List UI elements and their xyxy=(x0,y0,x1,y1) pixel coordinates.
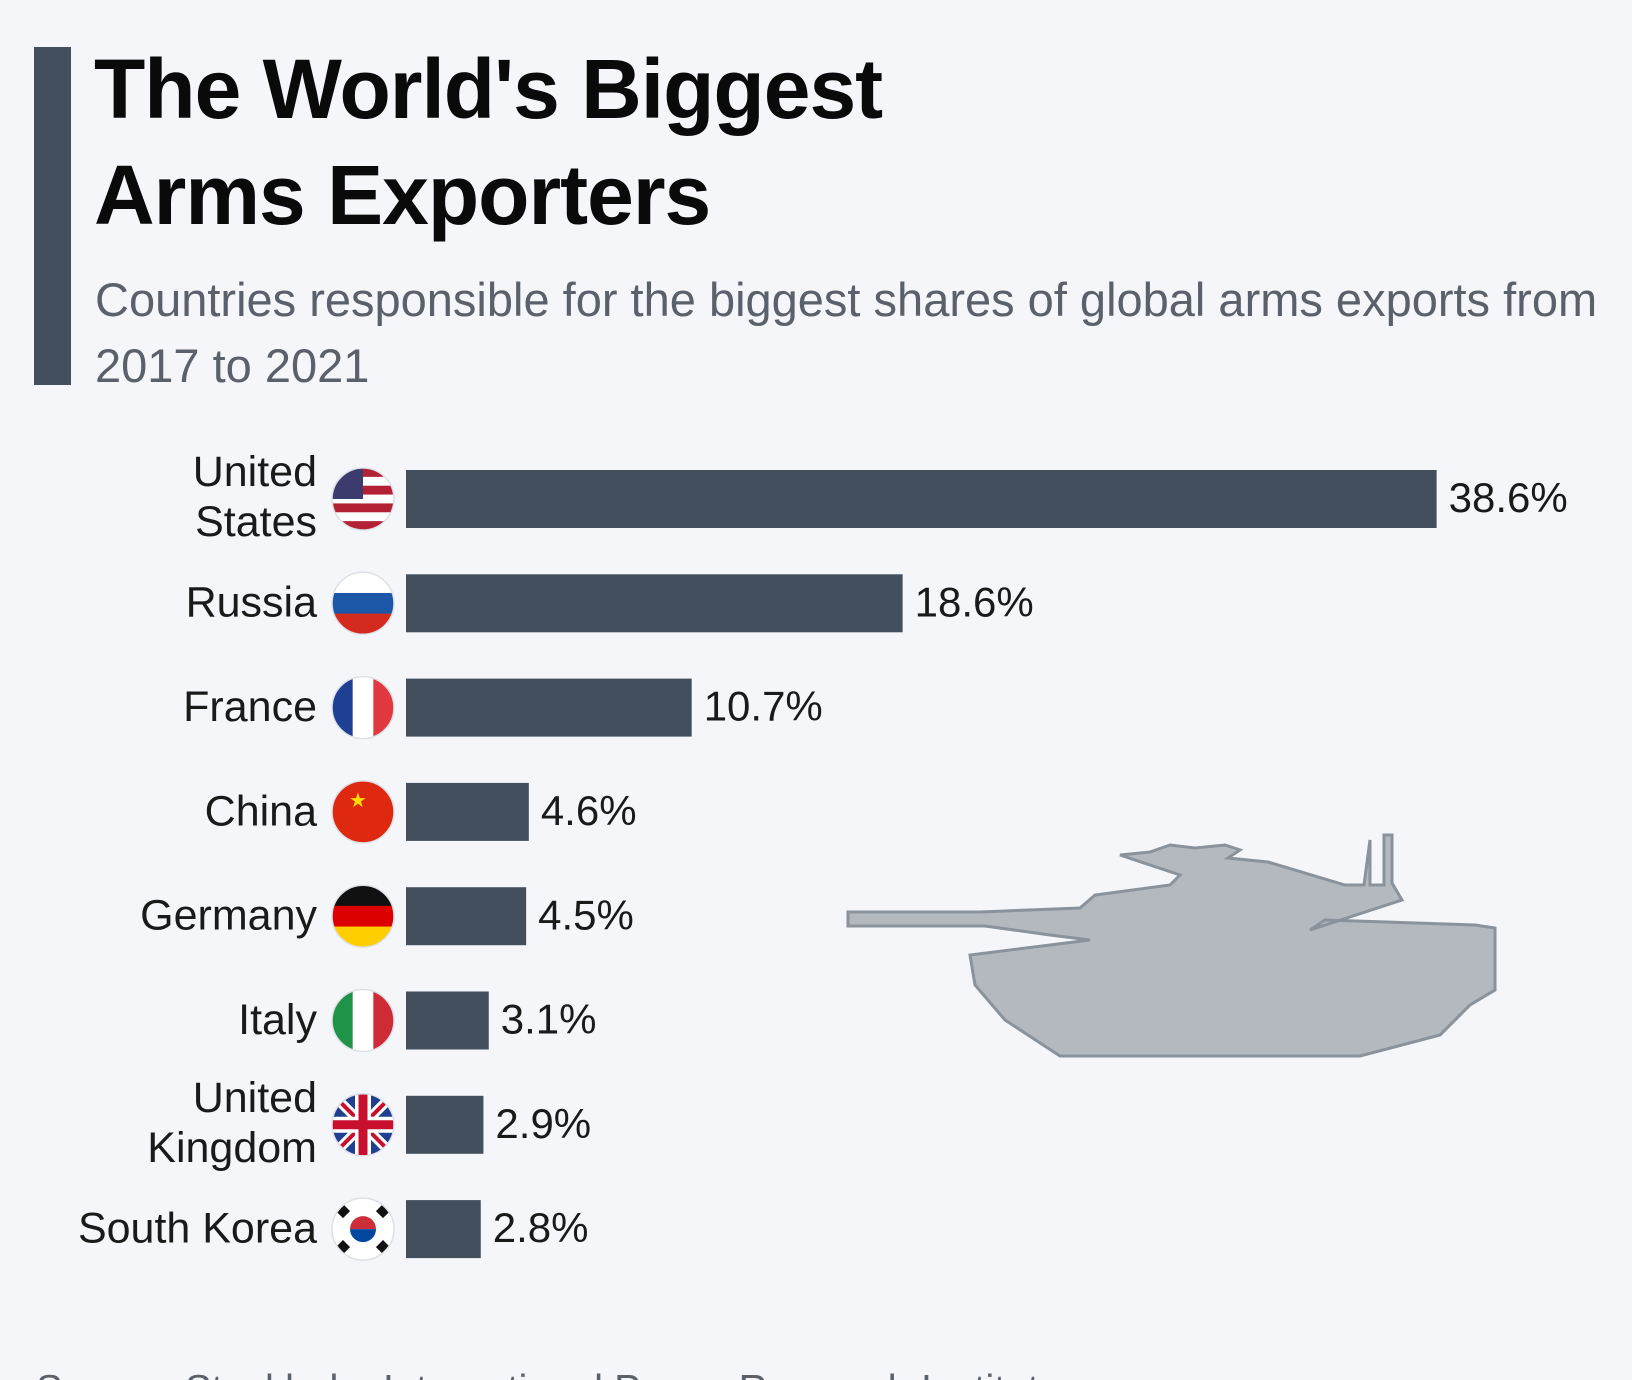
flag xyxy=(332,1093,394,1156)
category-label: Germany xyxy=(140,892,317,940)
value-label: 3.1% xyxy=(501,996,597,1043)
flag-border xyxy=(331,780,395,844)
flag-stripe xyxy=(332,613,394,635)
value-label: 2.8% xyxy=(493,1204,589,1251)
flag-taeguk xyxy=(350,1229,376,1243)
bar xyxy=(406,1200,481,1259)
value-label: 4.5% xyxy=(538,891,634,938)
bar xyxy=(406,887,527,946)
flag-taeguk xyxy=(350,1216,376,1230)
flag xyxy=(332,885,394,948)
flag-stripe xyxy=(332,926,394,948)
flag-stripe xyxy=(332,512,394,522)
tank-illustration xyxy=(846,833,1497,1058)
flag-stripe xyxy=(352,676,374,739)
flag-stripe xyxy=(332,494,394,504)
flag-stripe xyxy=(332,905,394,928)
category-label: United Kingdom xyxy=(147,1074,317,1172)
category-label: China xyxy=(205,787,317,835)
value-label: 4.6% xyxy=(541,787,637,834)
flag xyxy=(332,572,394,635)
bar xyxy=(406,782,529,841)
flag-stripe xyxy=(332,521,394,530)
flag xyxy=(332,989,394,1052)
flag-border xyxy=(331,988,395,1053)
flag-border xyxy=(331,1197,395,1261)
flag-stripe xyxy=(352,989,374,1052)
flag: ★ xyxy=(332,780,394,843)
category-label: United States xyxy=(193,448,317,546)
flag-stripe xyxy=(332,885,394,907)
flag-border xyxy=(331,884,395,948)
title-accent xyxy=(34,47,71,385)
flag xyxy=(332,1198,394,1261)
category-label: Italy xyxy=(238,996,317,1044)
value-label: 10.7% xyxy=(704,683,823,730)
chart-subtitle: Countries responsible for the biggest sh… xyxy=(95,273,1598,392)
category-label: Russia xyxy=(186,579,318,627)
flag-cross xyxy=(332,1093,394,1156)
source-note: Source: Stockholm International Peace Re… xyxy=(36,1368,1061,1380)
category-label: France xyxy=(183,683,317,731)
flag-stripe xyxy=(373,676,394,739)
flag-border xyxy=(331,1093,395,1157)
flag-stripe xyxy=(332,592,394,615)
chart-title: The World's Biggest Arms Exporters xyxy=(94,42,883,242)
flag xyxy=(332,676,394,739)
bar xyxy=(406,991,489,1050)
value-label: 38.6% xyxy=(1449,474,1568,521)
flag-stripe xyxy=(373,989,394,1052)
flag-border xyxy=(331,675,395,740)
flag-star: ★ xyxy=(349,790,367,812)
bar xyxy=(406,470,1437,528)
bar xyxy=(406,678,692,737)
bar xyxy=(406,574,903,633)
flag-stripe xyxy=(332,503,394,513)
flag-stripe xyxy=(332,780,394,843)
flag-stripe xyxy=(332,572,394,594)
bar xyxy=(406,1095,484,1154)
flag-stripe xyxy=(332,989,354,1052)
flag-stripe xyxy=(332,676,354,739)
flag-border xyxy=(331,571,395,636)
value-label: 18.6% xyxy=(915,578,1034,625)
category-label: South Korea xyxy=(78,1204,317,1252)
value-label: 2.9% xyxy=(495,1100,591,1147)
flag-border xyxy=(331,467,395,531)
